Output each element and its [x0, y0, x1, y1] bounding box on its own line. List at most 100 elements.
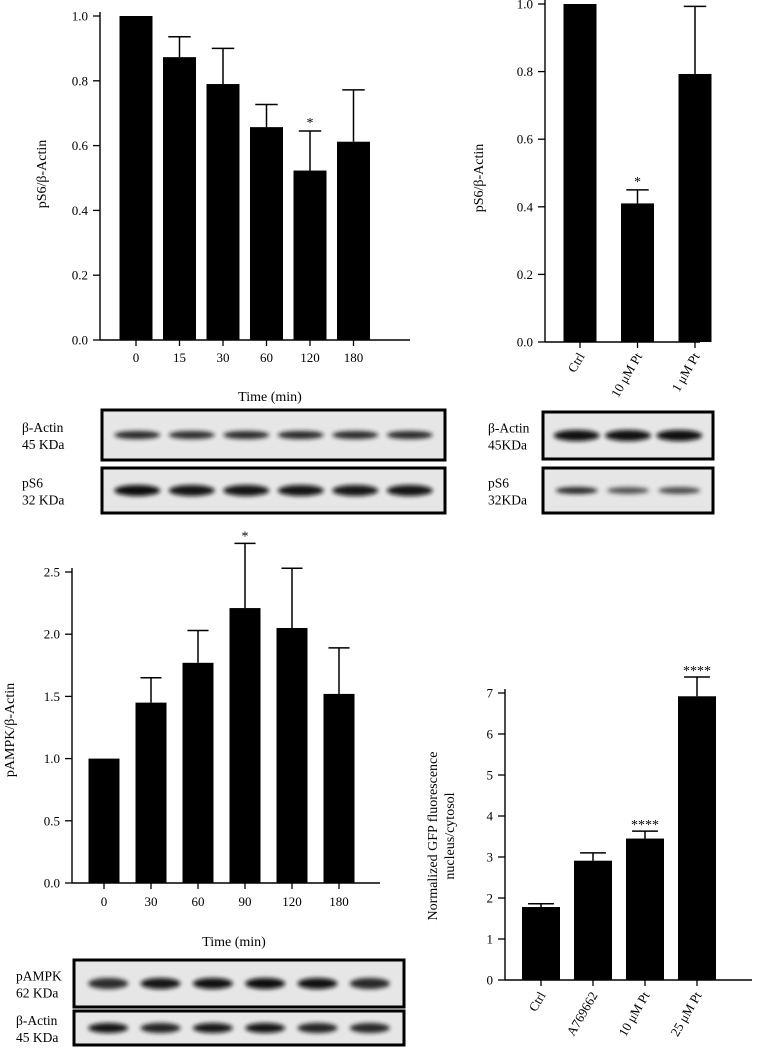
- y-tick-label: 0.8: [517, 64, 533, 79]
- blot-protein-label: β-Actin: [22, 420, 64, 435]
- blot-band: [332, 431, 379, 439]
- blot-band: [168, 485, 215, 496]
- y-tick-label: 2.5: [44, 565, 60, 580]
- blot-membrane: [72, 958, 406, 1009]
- y-tick-label: 0.6: [72, 138, 89, 153]
- significance-marker: *: [634, 175, 641, 190]
- blot-band: [349, 1023, 390, 1033]
- significance-marker: *: [242, 529, 249, 544]
- blot-row: pAMPK 62 KDa: [16, 958, 406, 1009]
- blot-band: [656, 430, 703, 441]
- blot-band: [223, 485, 270, 496]
- x-tick-label: 25 μM Pt: [667, 989, 705, 1039]
- bar: [206, 84, 240, 340]
- y-axis-label: pAMPK/β-Actin: [3, 683, 18, 777]
- blot-row: β-Actin 45 KDa: [16, 1009, 406, 1047]
- bar: [135, 702, 167, 883]
- y-tick-label: 0.0: [44, 876, 60, 891]
- blot-size-label: 32 KDa: [22, 493, 64, 508]
- blot-band: [297, 1023, 338, 1033]
- x-tick-label: 180: [344, 350, 364, 365]
- blot-band: [245, 978, 286, 989]
- significance-marker: *: [307, 116, 314, 131]
- y-tick-label: 1.0: [72, 9, 88, 24]
- bar: [323, 693, 355, 883]
- y-tick-label: 0: [487, 973, 494, 988]
- blot-band: [88, 978, 129, 989]
- blot-protein-label: pS6: [488, 476, 509, 491]
- x-tick-label: 15: [173, 350, 186, 365]
- y-tick-label: 1.5: [44, 689, 60, 704]
- y-tick-label: 1: [487, 932, 494, 947]
- x-tick-label: 30: [145, 894, 158, 909]
- blot-row: β-Actin 45 KDa: [22, 408, 447, 462]
- x-axis-label: Time (min): [238, 390, 302, 405]
- blot-size-label: 45 KDa: [22, 437, 64, 452]
- blot-band: [332, 485, 379, 496]
- significance-marker: ****: [631, 818, 659, 833]
- blot-size-label: 45KDa: [488, 438, 527, 453]
- blot-band: [349, 978, 390, 989]
- blot-band: [140, 978, 181, 989]
- blot-band: [114, 485, 161, 496]
- blot-band: [277, 431, 324, 439]
- blot-band: [386, 431, 433, 439]
- blot-band: [88, 1023, 129, 1033]
- x-tick-label: 0: [133, 350, 140, 365]
- y-tick-label: 0.2: [72, 268, 88, 283]
- bar: [229, 608, 261, 883]
- y-tick-label: 1.0: [44, 751, 60, 766]
- x-tick-label: 180: [329, 894, 349, 909]
- x-tick-label: 10 μM Pt: [615, 989, 653, 1039]
- y-tick-label: 2.0: [44, 627, 60, 642]
- blot-band: [277, 485, 324, 496]
- x-tick-label: 90: [239, 894, 252, 909]
- x-tick-label: Ctrl: [525, 989, 548, 1014]
- x-tick-label: 1 μM Pt: [668, 350, 702, 395]
- bar: [337, 141, 370, 340]
- x-tick-label: 120: [300, 350, 320, 365]
- blot-protein-label: pAMPK: [16, 969, 62, 984]
- blot-band: [168, 431, 215, 439]
- y-tick-label: 0.4: [517, 199, 534, 214]
- y-tick-label: 1.0: [517, 0, 533, 12]
- blot-band: [223, 431, 270, 439]
- blot-band: [245, 1023, 286, 1033]
- x-tick-label: 10 μM Pt: [608, 350, 646, 400]
- bar: [678, 696, 716, 980]
- blot-row: pS6 32KDa: [488, 466, 715, 515]
- blot-row: β-Actin 45KDa: [488, 410, 715, 461]
- blot-size-label: 32KDa: [488, 493, 527, 508]
- blot-row: pS6 32 KDa: [22, 466, 447, 515]
- blot-membrane: [72, 1009, 406, 1047]
- bar: [574, 860, 612, 980]
- bar: [522, 907, 560, 980]
- x-axis-label: Time (min): [202, 935, 266, 950]
- x-tick-label: 60: [192, 894, 205, 909]
- blot-size-label: 62 KDa: [16, 986, 58, 1001]
- y-tick-label: 4: [487, 809, 494, 824]
- chart-C: 0.0 0.5 1.0 1.5 2.0 2.5 pAMPK/β-Actin 0 30 60 * 90 1…: [3, 529, 380, 950]
- x-tick-label: 60: [260, 350, 273, 365]
- bar: [276, 627, 308, 883]
- y-tick-label: 0.0: [517, 335, 533, 350]
- bar: [163, 57, 196, 340]
- blot-band: [555, 487, 598, 494]
- y-axis-label: pS6/β-Actin: [35, 140, 50, 209]
- bar: [563, 4, 597, 342]
- bar: [182, 662, 214, 883]
- western-blot-A: β-Actin 45 KDa pS6 32 KDa: [22, 408, 447, 515]
- blot-protein-label: pS6: [22, 476, 43, 491]
- chart-D: 0 1 2 3 4 5 6 7 Normalized GFP fluorescence nucle…: [426, 664, 752, 1039]
- x-tick-label: Ctrl: [564, 350, 587, 375]
- blot-protein-label: β-Actin: [16, 1013, 58, 1028]
- y-tick-label: 0.2: [517, 267, 533, 282]
- blot-band: [192, 978, 233, 989]
- blot-band: [114, 431, 161, 439]
- y-tick-label: 0.6: [517, 132, 534, 147]
- significance-marker: ****: [683, 664, 711, 679]
- y-tick-label: 0.8: [72, 73, 88, 88]
- bar: [119, 16, 153, 340]
- y-tick-label: 5: [487, 768, 494, 783]
- y-axis-label: nucleus/cytosol: [443, 792, 458, 879]
